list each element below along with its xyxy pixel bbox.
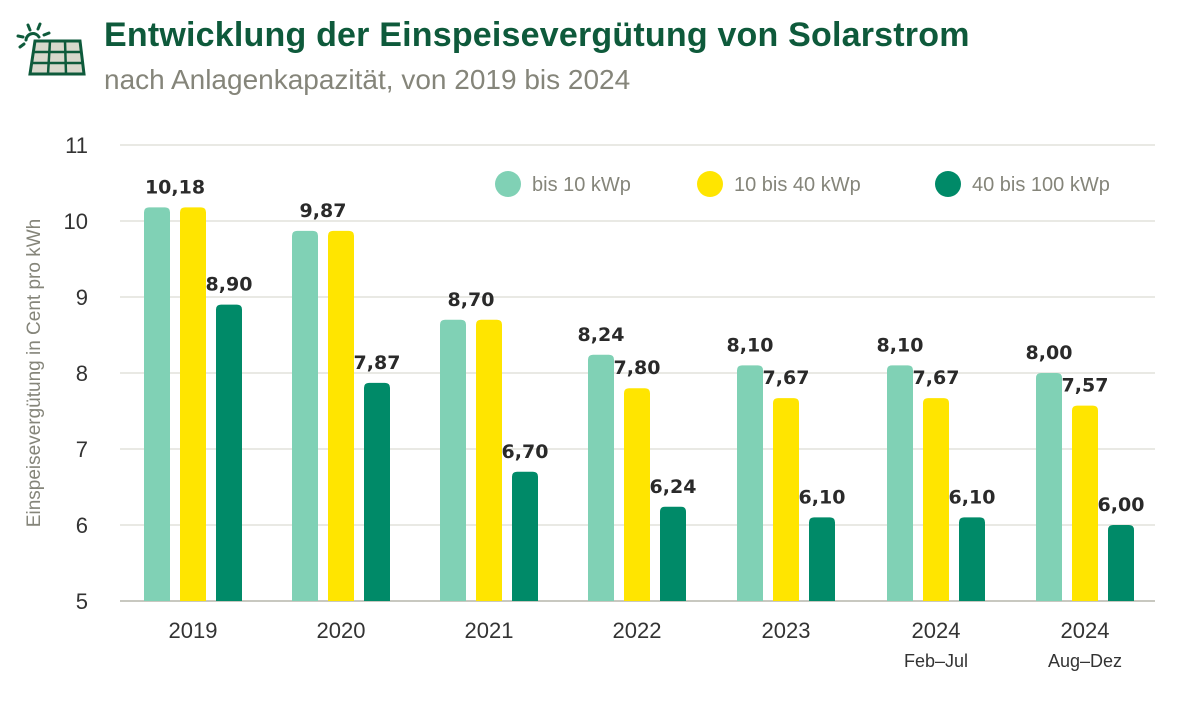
data-label: 7,87 — [354, 352, 401, 374]
y-tick-label: 5 — [76, 589, 88, 614]
bar-10-bis-40-kwp — [773, 398, 799, 601]
data-label: 6,70 — [502, 441, 549, 463]
bar-40-bis-100-kwp — [660, 506, 686, 601]
y-axis-label: Einspeisevergütung in Cent pro kWh — [24, 219, 45, 527]
data-label: 7,80 — [614, 357, 661, 379]
bar-10-bis-40-kwp — [328, 230, 354, 601]
bar-bis-10-kwp — [292, 230, 318, 601]
data-label: 8,24 — [578, 324, 625, 346]
bar-bis-10-kwp — [440, 319, 466, 601]
data-label: 7,57 — [1062, 375, 1109, 397]
data-label: 10,18 — [145, 176, 205, 198]
bar-40-bis-100-kwp — [512, 471, 538, 601]
legend-marker — [697, 171, 723, 197]
data-label: 9,87 — [300, 200, 347, 222]
y-tick-label: 9 — [76, 285, 88, 310]
bar-bis-10-kwp — [887, 365, 913, 601]
bar-10-bis-40-kwp — [624, 388, 650, 601]
data-label: 6,10 — [949, 486, 996, 508]
bar-bis-10-kwp — [588, 354, 614, 601]
x-tick-label: 2022 — [613, 618, 662, 643]
x-tick-label: 2019 — [169, 618, 218, 643]
legend-marker — [495, 171, 521, 197]
bar-bis-10-kwp — [1036, 373, 1062, 601]
x-tick-label: 2021 — [465, 618, 514, 643]
bar-bis-10-kwp — [144, 207, 170, 601]
bar-10-bis-40-kwp — [923, 398, 949, 601]
bar-40-bis-100-kwp — [216, 304, 242, 601]
y-tick-label: 7 — [76, 437, 88, 462]
data-label: 6,00 — [1098, 494, 1145, 516]
bar-40-bis-100-kwp — [1108, 525, 1134, 601]
legend-label: 40 bis 100 kWp — [972, 174, 1110, 196]
y-tick-label: 11 — [65, 133, 88, 158]
data-label: 8,90 — [206, 274, 253, 296]
legend-label: 10 bis 40 kWp — [734, 174, 861, 196]
x-tick-label: 2024 — [1061, 618, 1110, 643]
data-label: 8,70 — [448, 289, 495, 311]
bar-bis-10-kwp — [737, 365, 763, 601]
y-tick-label: 10 — [64, 209, 88, 234]
bar-40-bis-100-kwp — [959, 517, 985, 601]
bar-10-bis-40-kwp — [1072, 405, 1098, 601]
y-tick-label: 6 — [76, 513, 88, 538]
data-label: 8,10 — [727, 334, 774, 356]
chart-title: Entwicklung der Einspeisevergütung von S… — [104, 16, 970, 54]
data-label: 8,10 — [877, 334, 924, 356]
data-label: 6,24 — [650, 476, 697, 498]
x-tick-label: 2020 — [317, 618, 366, 643]
y-tick-label: 8 — [76, 361, 88, 386]
x-tick-label: 2024 — [912, 618, 961, 643]
solar-panel-icon — [8, 10, 88, 80]
x-tick-sublabel: Aug–Dez — [1048, 651, 1122, 671]
legend-label: bis 10 kWp — [532, 174, 631, 196]
data-label: 7,67 — [763, 367, 810, 389]
chart-subtitle: nach Anlagenkapazität, von 2019 bis 2024 — [104, 64, 631, 95]
legend-marker — [935, 171, 961, 197]
data-label: 7,67 — [913, 367, 960, 389]
data-label: 8,00 — [1026, 342, 1073, 364]
data-label: 6,10 — [799, 486, 846, 508]
bar-40-bis-100-kwp — [364, 382, 390, 601]
bar-10-bis-40-kwp — [180, 207, 206, 601]
x-tick-sublabel: Feb–Jul — [904, 651, 968, 671]
x-tick-label: 2023 — [762, 618, 811, 643]
bar-10-bis-40-kwp — [476, 319, 502, 601]
bar-40-bis-100-kwp — [809, 517, 835, 601]
